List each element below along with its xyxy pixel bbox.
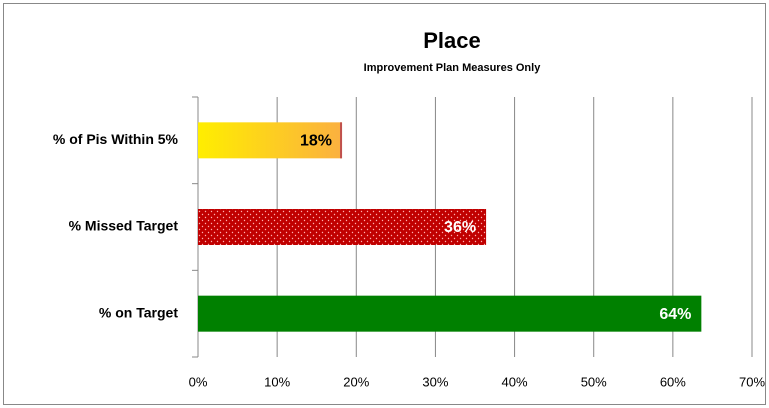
- chart-border: [3, 3, 766, 405]
- x-tick-label: 70%: [739, 374, 765, 389]
- chart-subtitle: Improvement Plan Measures Only: [364, 62, 542, 74]
- data-label: 18%: [300, 133, 332, 150]
- x-tick-label: 0%: [189, 374, 208, 389]
- y-tick-label: % on Target: [99, 304, 178, 320]
- x-tick-label: 50%: [581, 374, 607, 389]
- chart-title: Place: [423, 28, 481, 53]
- y-tick-label: % Missed Target: [69, 218, 179, 234]
- data-label: 36%: [444, 219, 476, 236]
- y-tick-label: % of Pis Within 5%: [53, 131, 179, 147]
- x-tick-label: 60%: [660, 374, 686, 389]
- bar: [198, 122, 343, 159]
- x-tick-label: 30%: [422, 374, 448, 389]
- bar: [198, 209, 487, 245]
- x-tick-label: 20%: [343, 374, 369, 389]
- x-tick-label: 40%: [502, 374, 528, 389]
- data-label: 64%: [659, 306, 691, 323]
- x-tick-label: 10%: [264, 374, 290, 389]
- bar: [198, 295, 702, 332]
